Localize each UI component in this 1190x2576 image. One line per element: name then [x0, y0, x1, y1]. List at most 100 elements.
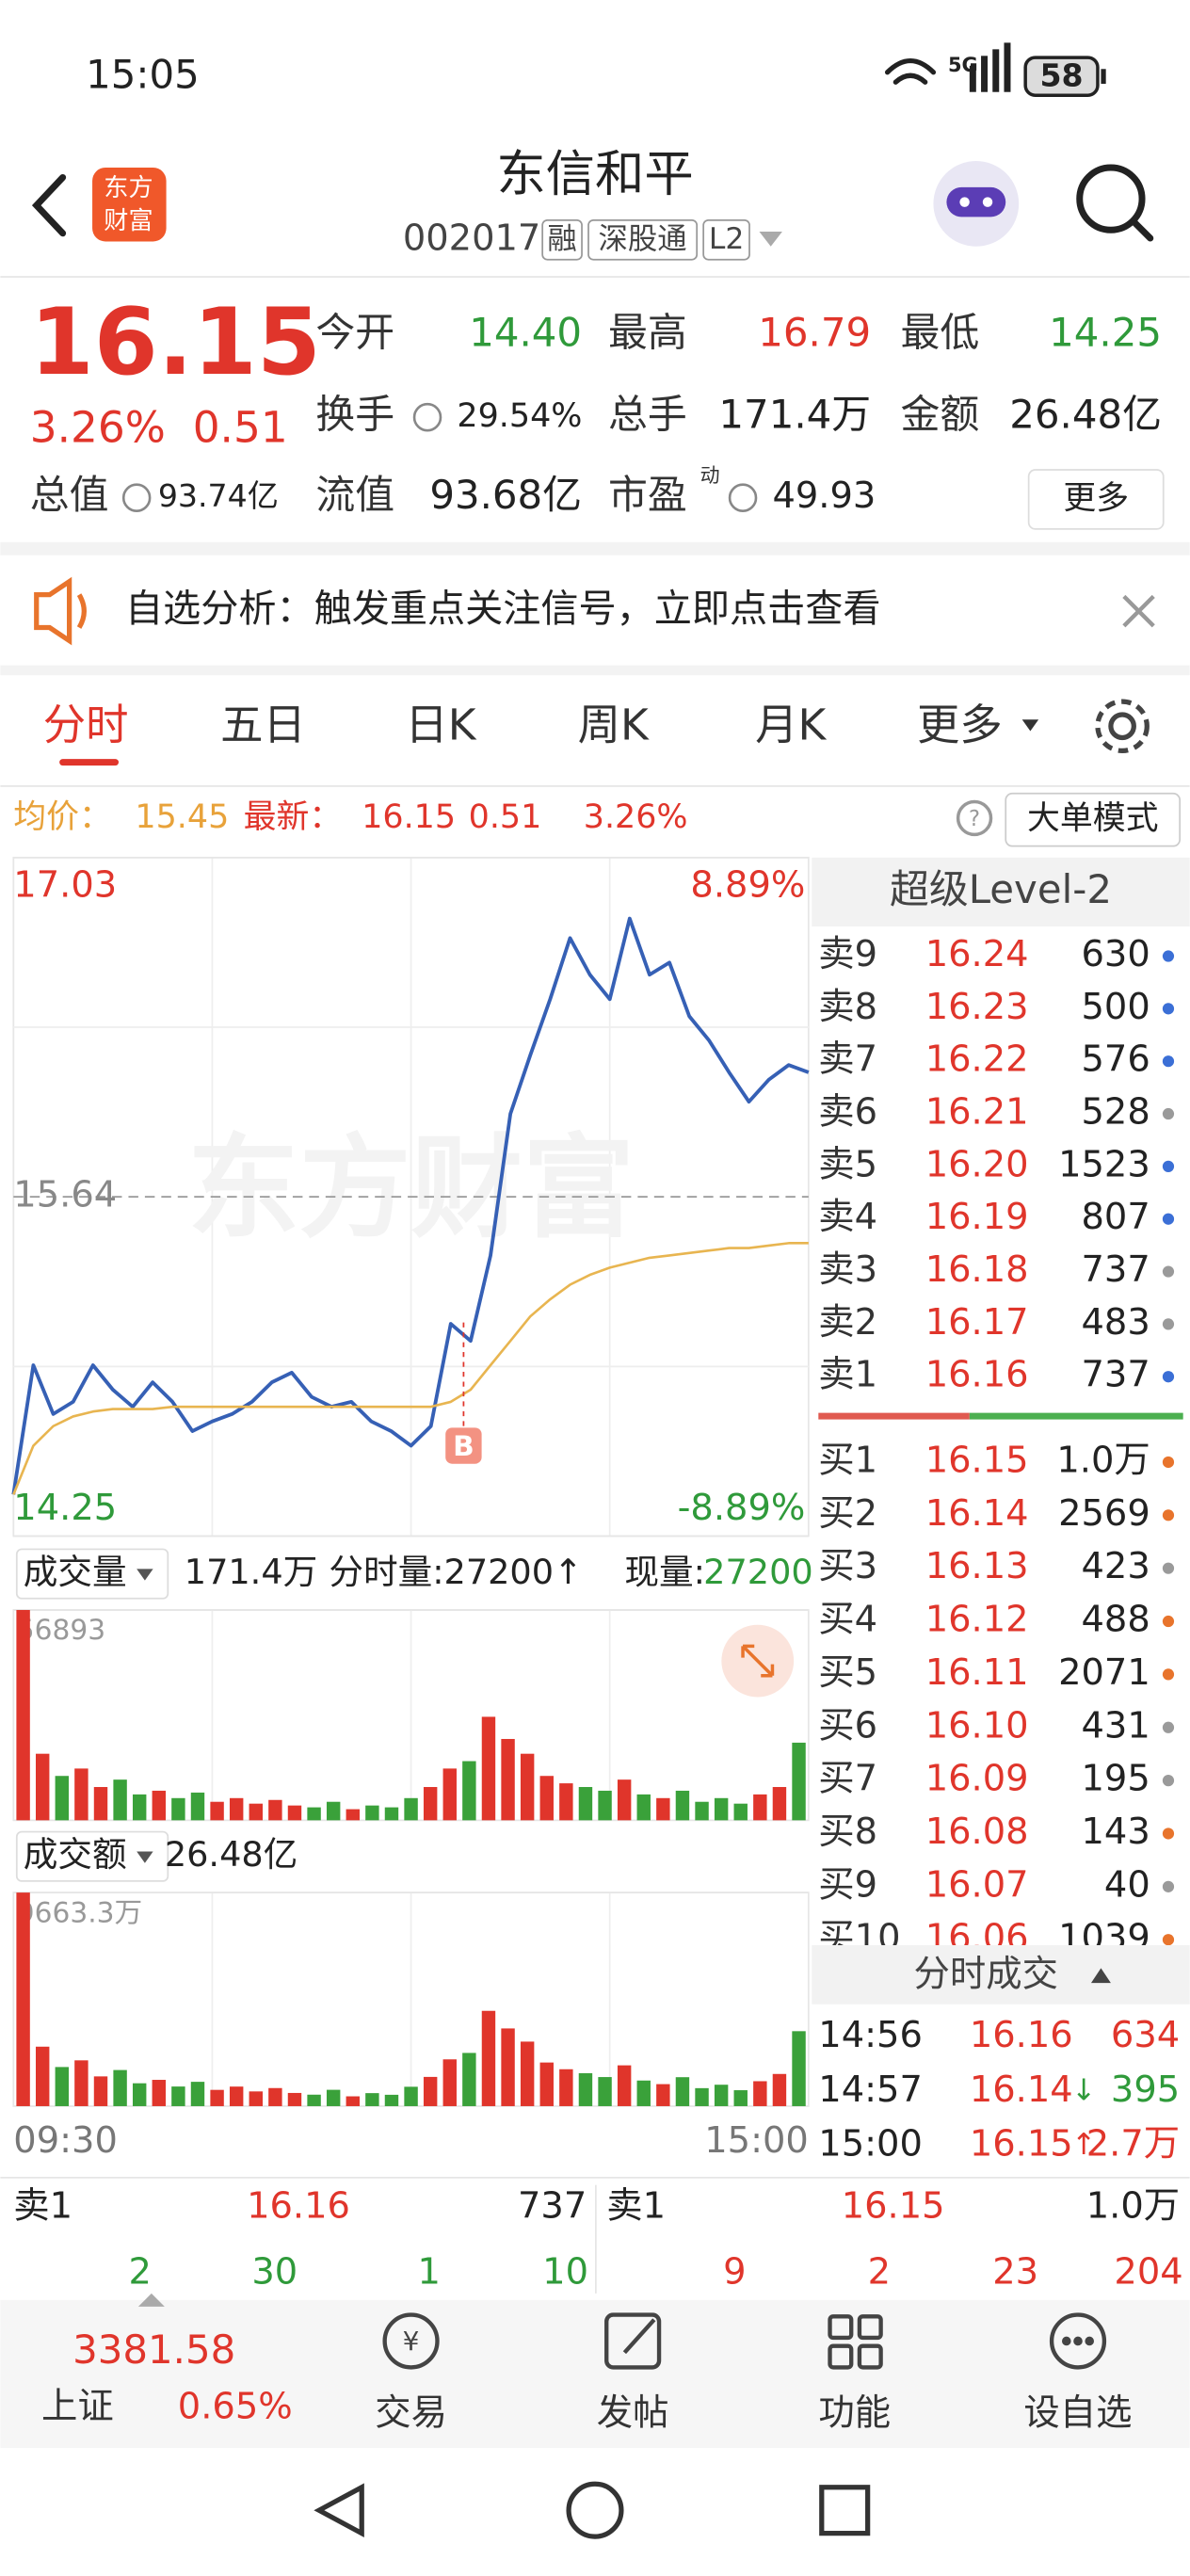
mode-button[interactable]: 大单模式 [1027, 800, 1159, 838]
trade-price: 16.16 [970, 2014, 1073, 2056]
home-key[interactable] [566, 2481, 624, 2539]
more-button[interactable]: 更多 [1063, 479, 1129, 517]
info-icon[interactable] [121, 483, 152, 512]
bar [365, 1805, 379, 1821]
dropdown-arrow[interactable] [759, 232, 782, 247]
book-price: 16.06 [925, 1917, 1029, 1959]
level2-header-bg [812, 857, 1190, 927]
recents-key[interactable] [819, 2485, 871, 2536]
field-label: 总手 [608, 392, 687, 438]
x-tick-label: 09:30 [13, 2119, 118, 2162]
app-logo[interactable] [92, 167, 167, 242]
settings-button[interactable] [1095, 699, 1150, 754]
bar [520, 1753, 535, 1821]
summary-label: 卖1 [606, 2185, 666, 2228]
panel-title[interactable]: 成交额 [24, 1834, 127, 1875]
field-value: 49.93 [772, 475, 876, 517]
trade-volume: 395 [1111, 2069, 1180, 2111]
bar [268, 2087, 282, 2106]
bar [229, 2086, 244, 2106]
bar [481, 2010, 496, 2106]
period-tab[interactable]: 日K [405, 700, 476, 749]
y-tick-label: 15.64 [13, 1174, 117, 1216]
selector-box[interactable] [15, 1830, 169, 1882]
watchlist-icon[interactable] [1049, 2312, 1107, 2370]
back-key[interactable] [314, 2483, 364, 2538]
bar [772, 2073, 787, 2106]
bar [442, 2059, 457, 2106]
nav-label[interactable]: 发帖 [597, 2392, 669, 2435]
field-value: 29.54% [457, 397, 582, 435]
back-button[interactable] [31, 173, 67, 237]
summary-count: 30 [251, 2250, 298, 2293]
bar [559, 1783, 573, 1821]
panel-total: 26.48亿 [165, 1834, 298, 1875]
function-icon[interactable] [828, 2314, 883, 2370]
search-button[interactable] [1076, 164, 1154, 242]
index-name: 上证 [41, 2386, 114, 2428]
book-dot [1162, 1934, 1175, 1945]
assistant-avatar[interactable] [933, 161, 1020, 247]
period-tab[interactable]: 分时 [43, 700, 129, 749]
panel-title[interactable]: 成交量 [24, 1552, 127, 1592]
bar [714, 1797, 729, 1821]
selector-arrow [137, 1851, 153, 1863]
network-type: 5G [948, 54, 978, 76]
book-price: 16.10 [925, 1704, 1029, 1747]
book-level: 卖2 [818, 1301, 877, 1344]
book-dot [1162, 1213, 1175, 1225]
period-tab[interactable]: 更多 [917, 700, 1003, 749]
tab-bar [0, 2299, 1190, 2448]
post-icon[interactable] [604, 2312, 662, 2370]
bar [598, 1790, 612, 1821]
change-percent: 3.26% [30, 403, 166, 453]
field-label: 市盈 [608, 472, 687, 518]
book-volume: 737 [1082, 1354, 1150, 1396]
stock-name: 东信和平 [496, 145, 693, 202]
book-volume: 500 [1082, 986, 1150, 1028]
status-icons [884, 42, 1106, 97]
book-volume: 2071 [1058, 1651, 1150, 1694]
latest-label: 最新： [244, 798, 343, 836]
book-price: 16.15 [925, 1439, 1029, 1481]
bar [307, 2094, 321, 2106]
mode-button-bg[interactable] [1005, 792, 1182, 847]
bar [171, 2086, 185, 2106]
close-button[interactable] [1122, 594, 1155, 628]
field-note: 动 [700, 464, 720, 487]
trade-time: 15:00 [818, 2122, 923, 2165]
latest-value: 16.15 [362, 798, 456, 836]
book-dot [1162, 1509, 1175, 1521]
book-price: 16.22 [925, 1038, 1029, 1081]
notice-text[interactable]: 自选分析：触发重点关注信号，立即点击查看 [125, 588, 881, 631]
book-price: 16.09 [925, 1758, 1029, 1800]
watermark: 东方财富 [187, 1123, 635, 1253]
buy-signal-bg[interactable] [445, 1427, 482, 1464]
index-value[interactable]: 3381.58 [72, 2326, 235, 2373]
book-volume: 737 [1082, 1248, 1150, 1291]
period-tab[interactable]: 五日 [220, 700, 306, 749]
book-volume: 488 [1082, 1599, 1150, 1641]
selector-box[interactable] [15, 1548, 169, 1600]
book-level: 买3 [818, 1545, 877, 1587]
info-icon[interactable] [412, 402, 442, 432]
trade-icon[interactable]: ¥ [382, 2312, 440, 2370]
help-icon[interactable]: ? [956, 799, 993, 837]
nav-label[interactable]: 功能 [818, 2392, 891, 2435]
book-level: 买5 [818, 1651, 877, 1694]
nav-label[interactable]: 交易 [375, 2392, 447, 2435]
more-button-bg[interactable] [1027, 469, 1165, 530]
book-dot [1162, 1721, 1175, 1733]
tag-box [587, 218, 699, 261]
bar [210, 2089, 224, 2106]
nav-label[interactable]: 设自选 [1023, 2392, 1132, 2435]
book-level: 买9 [818, 1863, 877, 1906]
period-tab[interactable]: 周K [578, 700, 650, 749]
info-icon[interactable] [728, 483, 758, 512]
book-price: 16.21 [925, 1091, 1029, 1134]
period-tab[interactable]: 月K [755, 700, 827, 749]
bar [152, 2080, 167, 2106]
book-volume: 528 [1082, 1091, 1150, 1134]
index-expander[interactable] [137, 2293, 165, 2307]
bar [210, 1801, 224, 1821]
